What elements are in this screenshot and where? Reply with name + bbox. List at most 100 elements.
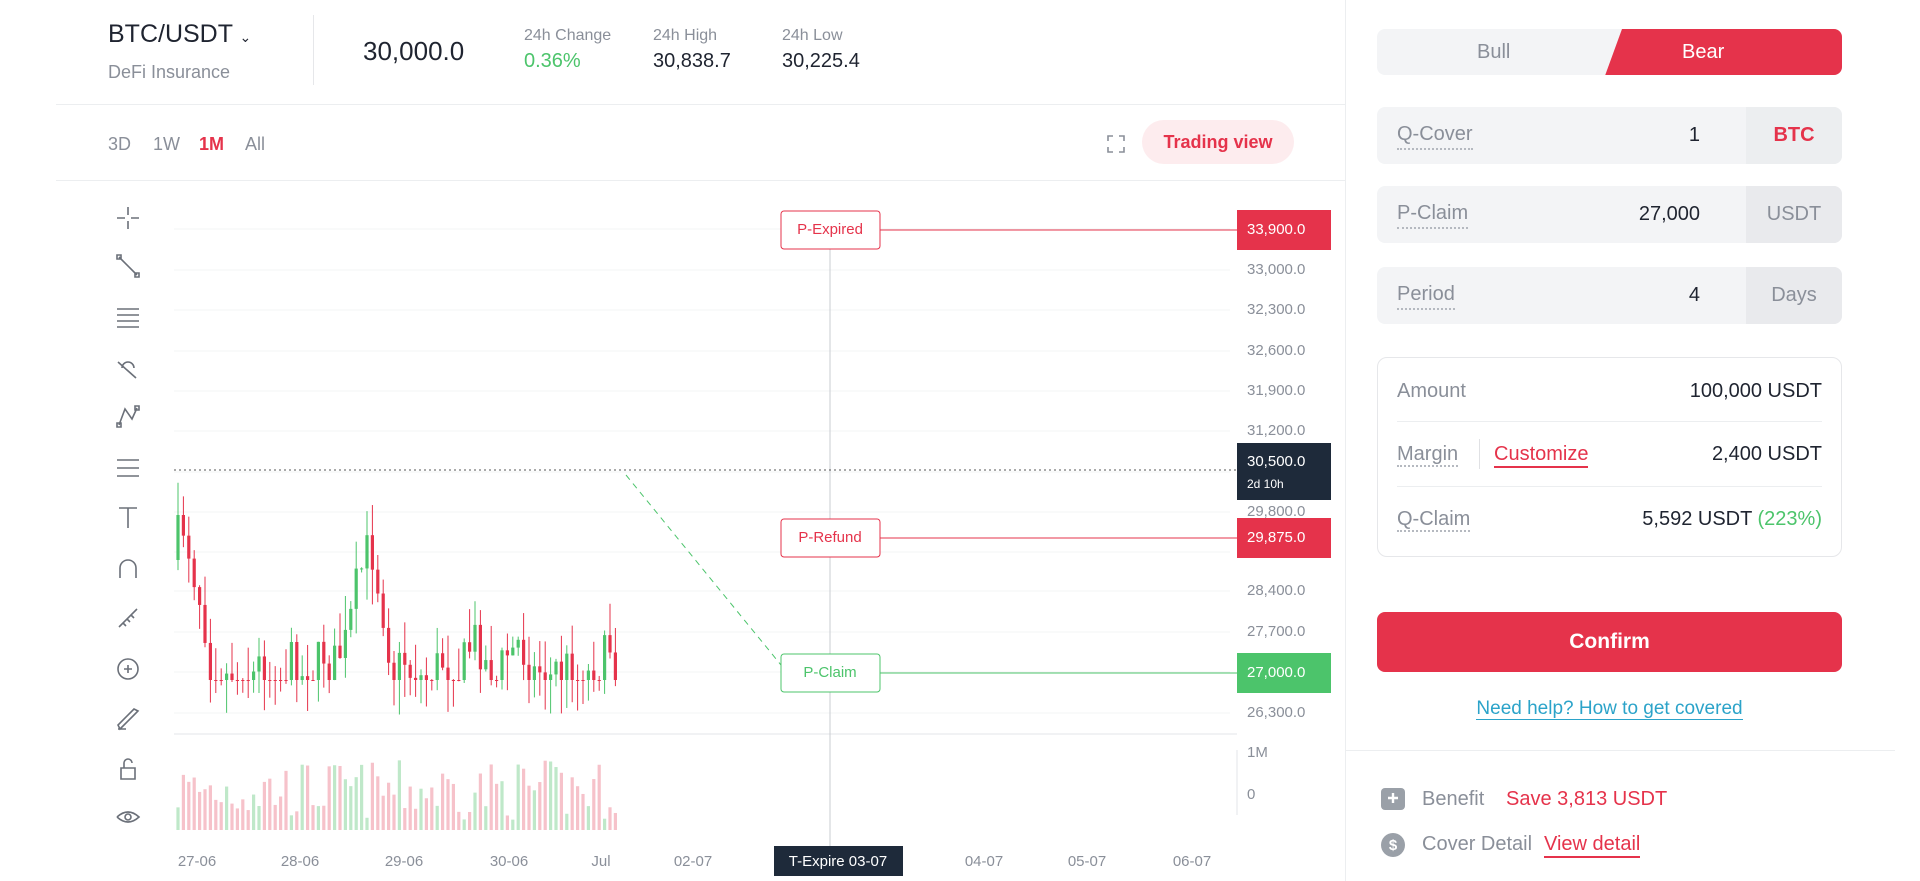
timeframe-tab[interactable]: 1W: [153, 134, 180, 154]
toolbar-icon[interactable]: [119, 559, 137, 578]
fullscreen-icon[interactable]: [1106, 134, 1126, 154]
toolbar-icon[interactable]: [117, 459, 139, 477]
candle-body: [343, 629, 347, 658]
input-field[interactable]: Q-Cover 1 BTC: [1377, 107, 1842, 164]
field-unit: BTC: [1746, 107, 1842, 164]
toolbar-icon[interactable]: [116, 811, 141, 823]
toolbar-icon[interactable]: [116, 254, 140, 278]
view-detail-link[interactable]: View detail: [1544, 833, 1641, 858]
candle-body: [586, 670, 590, 680]
toolbar-icon[interactable]: [116, 405, 140, 428]
volume-bar: [365, 817, 369, 830]
candle-body: [235, 680, 239, 681]
timeframe-tab[interactable]: 1M: [199, 134, 225, 154]
candle-body: [279, 680, 283, 681]
timeframe-tab[interactable]: 3D: [108, 134, 132, 154]
candle-body: [333, 645, 337, 680]
volume-bar: [522, 768, 526, 830]
candle-body: [214, 680, 218, 681]
customize-link[interactable]: Customize: [1494, 443, 1589, 468]
candle-body: [198, 587, 202, 605]
candle-body: [430, 680, 434, 681]
candle-body: [543, 672, 547, 680]
date-label: 29-06: [385, 853, 423, 870]
input-field[interactable]: P-Claim 27,000 USDT: [1377, 186, 1842, 243]
candle-body: [262, 656, 266, 680]
marker-price: 27,000.0: [1247, 664, 1305, 681]
candle-body: [338, 645, 342, 658]
divider: [1479, 439, 1480, 469]
volume-bar: [257, 806, 261, 830]
volume-label: 0: [1247, 786, 1255, 803]
chevron: ⌄: [239, 29, 252, 45]
icon-shape: [117, 459, 139, 477]
icon-shape: [119, 507, 137, 528]
input-field[interactable]: Period 4 Days: [1377, 267, 1842, 324]
volume-bar: [586, 806, 590, 830]
volume-bar: [316, 806, 320, 830]
volume-bar: [435, 805, 439, 830]
volume-bar: [597, 764, 601, 830]
field-value: 1: [1688, 124, 1700, 146]
toolbar-icon[interactable]: [119, 507, 137, 528]
toolbar-icon[interactable]: [118, 608, 138, 628]
volume-bar: [516, 764, 520, 830]
candle-body: [322, 641, 326, 664]
candle-body: [559, 661, 563, 680]
candle-body: [376, 569, 380, 594]
help-link[interactable]: Need help? How to get covered: [1476, 698, 1743, 720]
candle-body: [354, 568, 358, 609]
volume-bar: [360, 764, 364, 830]
margin-label: Margin: [1397, 443, 1459, 467]
volume-bar: [187, 781, 191, 830]
candle-body: [565, 653, 569, 680]
candle-body: [613, 652, 617, 680]
confirm-button[interactable]: Confirm: [1377, 612, 1842, 672]
volume-bar: [403, 808, 407, 830]
candle-body: [397, 652, 401, 680]
candle-body: [225, 673, 229, 680]
candle-body: [424, 675, 428, 680]
pair-name: BTC/USDT: [108, 20, 233, 48]
volume-bar: [225, 786, 229, 830]
price-label: 28,400.0: [1247, 582, 1305, 599]
bull-option[interactable]: Bull: [1477, 41, 1511, 63]
divider: [1346, 750, 1895, 751]
candle-body: [549, 674, 553, 680]
panel-border: [1345, 0, 1346, 881]
toolbar-icon[interactable]: [117, 361, 137, 379]
bear-option[interactable]: Bear: [1682, 41, 1725, 63]
candle-body: [511, 647, 515, 656]
expire-label: T-Expire 03-07: [789, 853, 887, 870]
current-price-box: [1237, 443, 1331, 500]
trading-view-button[interactable]: Trading view: [1142, 120, 1294, 164]
toolbar-icon[interactable]: [117, 708, 140, 731]
volume-bar: [322, 805, 326, 830]
margin-row: Margin Customize 2,400 USDT: [1397, 439, 1822, 469]
candle-body: [500, 650, 504, 680]
candle-body: [203, 604, 207, 643]
toolbar-icon[interactable]: [117, 308, 139, 328]
chart: 33,000.0 32,300.0 32,600.0 31,900.0 31,200.0…: [116, 207, 1331, 876]
toolbar-icon[interactable]: [120, 758, 136, 780]
volume-bar: [279, 796, 283, 830]
volume-bar: [538, 782, 542, 830]
volume-bar: [478, 773, 482, 830]
date-label: Jul: [591, 853, 610, 870]
field-unit: Days: [1746, 267, 1842, 324]
pair[interactable]: BTC/USDT ⌄: [108, 20, 251, 49]
toolbar-icon[interactable]: [117, 207, 139, 229]
volume-bar: [235, 808, 239, 830]
projection-line: [625, 474, 782, 666]
candle-body: [176, 515, 180, 560]
field-label: P-Claim: [1397, 202, 1469, 229]
timeframe-tab[interactable]: All: [245, 134, 266, 154]
volume-bar: [289, 815, 293, 830]
volume-bar: [214, 799, 218, 830]
help-link-wrap: Need help? How to get covered: [1377, 698, 1842, 720]
volume-bar: [549, 761, 553, 830]
field-unit: USDT: [1746, 186, 1842, 243]
countdown: 2d 10h: [1247, 477, 1284, 491]
toolbar-icon[interactable]: [117, 658, 139, 680]
volume-bar: [495, 783, 499, 830]
